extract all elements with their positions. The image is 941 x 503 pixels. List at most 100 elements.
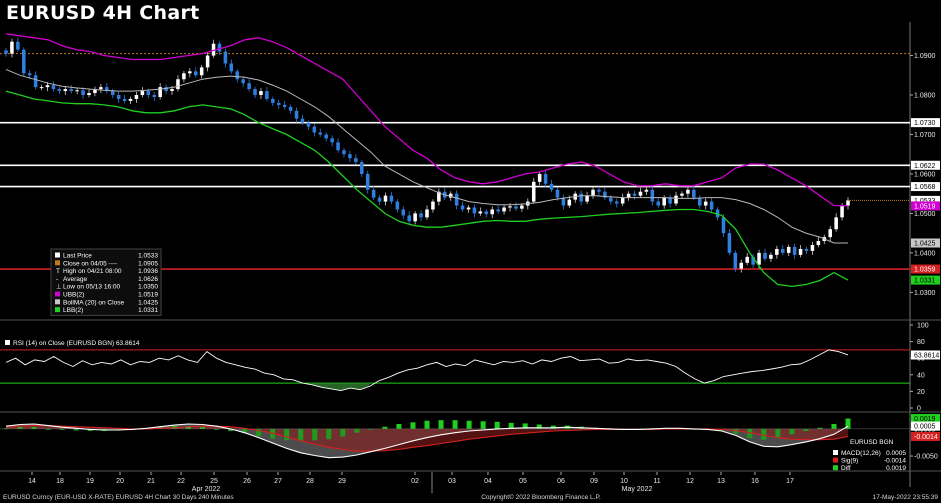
candle-body [591,189,595,196]
macd-histogram-bar [803,428,809,432]
month-label: May 2022 [622,486,653,493]
candle-body [235,71,240,80]
macd-histogram-bar [817,427,823,429]
candle-body [259,91,263,96]
candle-body [620,197,625,204]
macd-histogram-bar [368,428,374,430]
candle-body [561,197,566,206]
rsi-legend-swatch [5,340,10,345]
candle-body [193,71,198,76]
candle-body [781,248,785,253]
candle-body [715,209,720,218]
legend-value: 1.0350 [138,284,158,291]
price-tag [911,275,940,285]
candle-body [662,197,666,206]
candle-body [804,248,809,251]
candle-body [674,195,678,204]
candle-body [626,193,631,198]
footer-center: Copyright© 2022 Bloomberg Finance L.P. [481,493,601,501]
price-tick-label: 1.0600 [914,171,936,178]
candle-body [199,67,204,76]
footer-right: 17-May-2022 23:55:39 [873,494,939,501]
candle-body [146,91,151,96]
candle-body [644,189,649,192]
candle-body [170,89,174,92]
macd-histogram-bar [789,428,795,435]
candle-body [105,87,109,92]
candle-body [182,73,186,80]
macd-legend-swatch [833,457,838,463]
signal-area [6,425,848,452]
candle-body [395,201,400,210]
macd-histogram-bar [508,422,514,429]
macd-histogram-bar [466,420,472,429]
candle-body [537,173,542,182]
price-tick-label: 1.0400 [914,250,936,257]
rsi-tick-label: 40 [917,372,925,379]
candle-body [300,118,305,123]
candle-body [4,50,8,54]
candle-body [348,154,352,159]
candle-body [840,205,844,218]
candle-body [324,134,328,139]
candle-body [703,201,708,206]
candle-body [152,95,157,97]
rsi-tick-label: 0 [917,406,921,413]
macd-histogram-bar [550,425,556,429]
rsi-value-tag-label: 63.8614 [914,352,939,359]
candle-body [217,43,222,52]
candle-body [786,246,791,253]
candle-body [93,89,97,94]
candle-body [128,98,133,101]
lower-bollinger-band [5,90,849,288]
candle-body [531,181,536,202]
candle-body [271,98,275,103]
candle-body [110,91,115,96]
macd-histogram-bar [185,426,191,429]
candle-body [140,91,145,96]
legend-label: Close on 04/05 ---- [63,260,117,267]
x-tick-label: 29 [338,478,346,485]
candle-body [733,252,738,269]
level-tag-label: 1.0359 [914,267,936,274]
macd-histogram-bar [761,428,767,440]
candle-body [342,150,346,155]
candle-body [810,244,815,251]
macd-histogram-bar [31,427,37,429]
candle-body [614,201,619,204]
macd-legend-value: -0.0014 [884,458,906,465]
macd-histogram-bar [747,428,753,439]
x-tick-label: 26 [243,478,251,485]
price-tag [911,201,940,211]
candle-body [45,85,50,88]
candle-body [769,254,773,259]
candle-body [656,201,661,206]
candle-body [229,63,234,72]
candle-body [431,201,435,210]
candle-body [484,211,489,215]
legend-value: 1.0533 [138,253,158,260]
candle-body [63,89,68,92]
macd-histogram-bar [340,428,346,437]
macd-tag-label: -0.0014 [914,434,938,441]
candle-body [27,73,32,76]
macd-histogram-bar [87,428,93,432]
candle-body [247,83,251,90]
legend-value: 1.0425 [138,299,158,306]
candle-body [330,138,334,143]
macd-histogram-bar [326,428,332,440]
candle-body [709,201,714,210]
candle-body [668,197,672,204]
macd-legend-value: 0.0005 [886,450,906,457]
candle-body [211,43,216,56]
candle-body [282,104,287,107]
level-tag [911,118,940,128]
macd-histogram-bar [214,428,219,430]
macd-legend-label: MACD(12,26) [841,450,881,457]
bollinger-middle-band [5,68,848,244]
x-tick-label: 20 [116,478,124,485]
x-tick-label: 09 [590,478,598,485]
candle-body [69,89,73,92]
candle-body [253,89,257,96]
